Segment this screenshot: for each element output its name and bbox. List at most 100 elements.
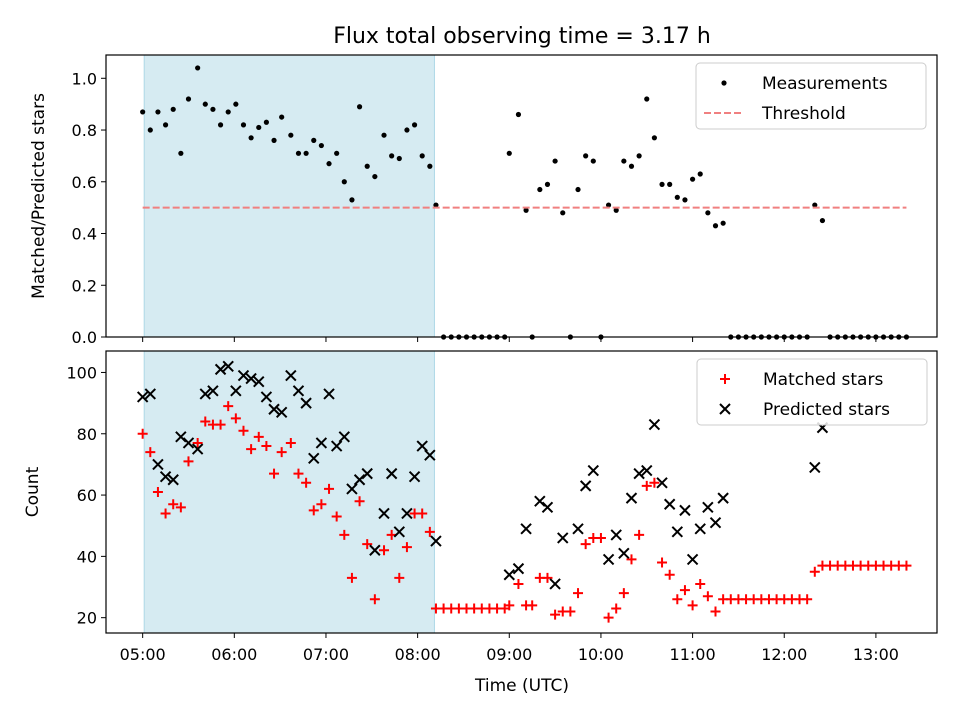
measurement-point: [636, 153, 642, 159]
legend-box: [696, 358, 928, 426]
measurement-point: [552, 158, 558, 164]
matched-star-point: [145, 447, 156, 458]
predicted-star-point: [323, 388, 335, 400]
matched-star-point: [657, 557, 668, 568]
predicted-star-point: [702, 501, 714, 514]
legend-marker-dot: [721, 80, 727, 86]
predicted-star-point: [416, 440, 428, 452]
measurement-point: [364, 163, 370, 169]
measurement-point: [537, 186, 543, 193]
legend: Measurements Threshold: [695, 62, 927, 130]
predicted-star-point: [717, 492, 729, 504]
predicted-star-point: [520, 523, 532, 535]
predicted-star-point: [656, 477, 668, 489]
measurement-point: [217, 122, 224, 128]
matched-star-point: [285, 437, 296, 448]
matched-star-point: [369, 594, 380, 605]
measurement-point: [162, 122, 169, 128]
predicted-star-point: [694, 523, 706, 535]
measurement-point: [349, 197, 355, 203]
x-tick-label: 07:00: [303, 645, 349, 664]
measurement-point: [419, 153, 425, 159]
y-tick-label: 100: [66, 363, 97, 382]
predicted-star-point: [512, 562, 525, 575]
matched-star-point: [346, 572, 357, 583]
matched-star-point: [550, 609, 561, 620]
matched-star-point: [192, 437, 203, 448]
predicted-star-point: [393, 526, 406, 538]
matched-star-point: [331, 511, 342, 522]
predicted-star-point: [237, 369, 250, 382]
measurement-point: [651, 135, 657, 141]
measurement-point: [263, 119, 269, 125]
matched-star-point: [362, 539, 373, 550]
matched-star-point: [687, 600, 698, 611]
x-tick-label: 06:00: [211, 645, 257, 664]
predicted-star-point: [401, 507, 413, 520]
predicted-star-point: [292, 385, 305, 397]
measurement-point: [720, 220, 726, 226]
measurement-point: [605, 202, 612, 208]
measurement-point: [621, 158, 627, 164]
y-tick-label: 0.8: [72, 121, 97, 140]
measurement-point: [396, 155, 402, 162]
matched-star-point: [261, 441, 272, 452]
axes-frame: [105, 54, 938, 338]
predicted-star-point: [285, 369, 297, 382]
measurement-point: [389, 153, 395, 159]
predicted-star-point: [260, 391, 273, 403]
matched-star-point: [308, 505, 319, 516]
predicted-star-point: [346, 483, 358, 495]
matched-star-point: [339, 529, 350, 540]
measurement-point: [372, 173, 378, 180]
measurement-point: [326, 161, 332, 167]
matched-star-point: [269, 468, 280, 479]
predicted-star-point: [338, 431, 351, 443]
matched-star-point: [293, 468, 304, 479]
predicted-star-point: [275, 406, 288, 419]
predicted-star-point: [182, 437, 195, 449]
matched-star-point: [401, 542, 412, 553]
predicted-star-point: [369, 544, 381, 556]
predicted-star-point: [541, 501, 554, 514]
measurement-point: [523, 207, 529, 213]
predicted-star-point: [424, 449, 436, 461]
measurement-point: [318, 142, 324, 149]
series-matched-stars: [137, 401, 912, 623]
predicted-star-point: [625, 492, 638, 504]
measurement-point: [674, 194, 680, 200]
measurement-point: [544, 181, 551, 187]
measurement-point: [240, 122, 247, 128]
matched-star-point: [379, 545, 390, 556]
matched-star-point: [394, 572, 405, 583]
predicted-star-point: [207, 385, 219, 397]
predicted-star-point: [136, 391, 149, 403]
predicted-star-point: [300, 397, 312, 409]
x-tick-label: 05:00: [120, 645, 166, 664]
matched-star-point: [580, 539, 591, 550]
matched-star-point: [710, 606, 721, 617]
predicted-star-point: [686, 553, 699, 566]
predicted-star-point: [175, 431, 187, 443]
measurement-point: [667, 181, 673, 187]
measurement-point: [705, 210, 711, 216]
measurement-point: [341, 179, 347, 185]
measurement-point: [659, 181, 665, 187]
x-tick-label: 08:00: [395, 645, 441, 664]
matched-star-point: [215, 419, 226, 430]
matched-star-point: [802, 594, 813, 605]
measurement-point: [590, 158, 596, 164]
x-axis-label: Time (UTC): [474, 676, 569, 696]
measurement-point: [195, 65, 201, 71]
measurement-point: [225, 109, 231, 115]
measurement-point: [303, 150, 309, 156]
matched-star-point: [672, 594, 683, 605]
matched-star-point: [527, 600, 538, 611]
predicted-star-point: [361, 467, 373, 480]
predicted-star-point: [671, 526, 684, 538]
predicted-star-point: [315, 437, 328, 449]
matched-star-point: [595, 532, 606, 543]
matched-star-point: [634, 529, 645, 540]
predicted-star-point: [222, 360, 234, 373]
